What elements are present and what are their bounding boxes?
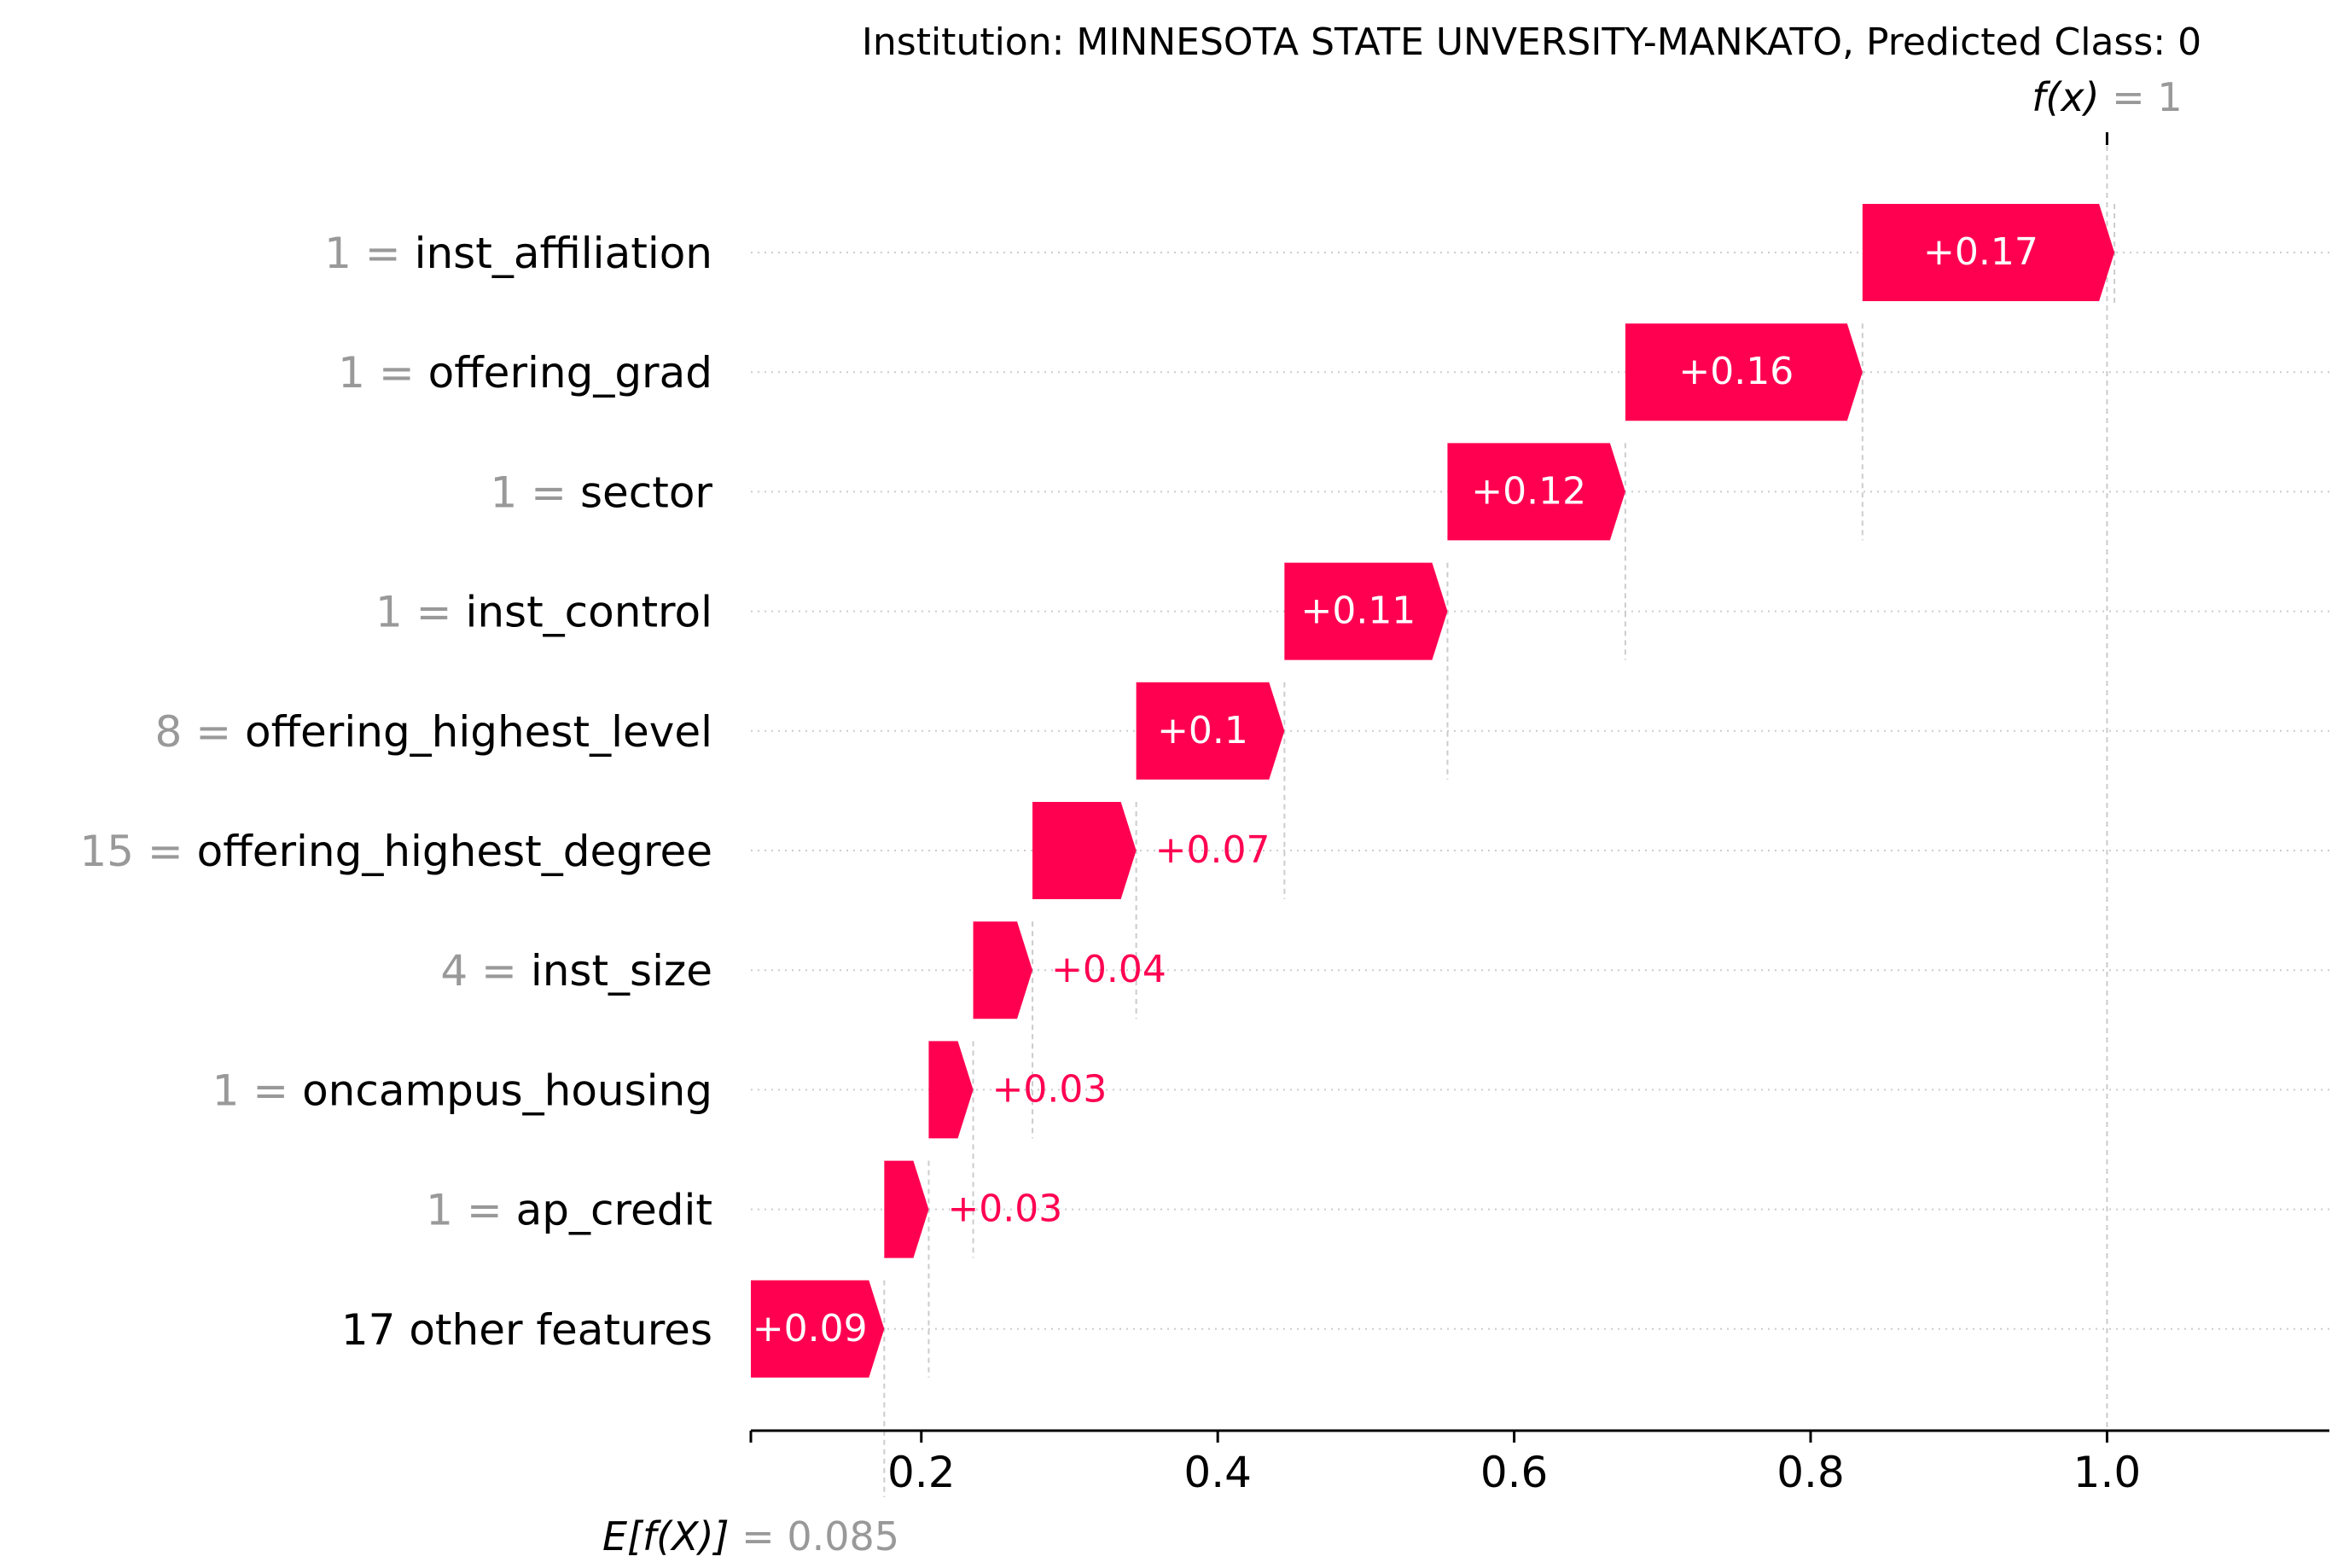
x-tick-label: 0.6: [1480, 1448, 1549, 1497]
feature-name: sector: [580, 467, 712, 517]
bar-value-label: +0.03: [947, 1188, 1062, 1231]
x-tick-label: 1.0: [2073, 1448, 2142, 1497]
bar: [1136, 682, 1285, 780]
feature-name: 17 other features: [341, 1305, 712, 1355]
base-value-text: E[f(X)] = 0.085: [602, 1513, 899, 1559]
base-symbol: E[f(X)]: [602, 1513, 730, 1559]
bar: [884, 1160, 929, 1258]
fx-label: f(x) = 1: [2032, 74, 2182, 120]
feature-label: 1 = inst_affiliation: [324, 229, 712, 278]
feature-value: 1 =: [212, 1066, 303, 1115]
bar: [973, 921, 1033, 1019]
feature-label: 8 = offering_highest_level: [155, 707, 713, 757]
feature-label: 17 other features: [341, 1305, 712, 1355]
x-axis: 0.2 0.4 0.6 0.8 1.0: [749, 1429, 2329, 1497]
fx-symbol: f(x): [2032, 74, 2099, 120]
x-tick-label: 0.4: [1183, 1448, 1252, 1497]
fx-value: = 1: [2100, 74, 2183, 120]
bar: [1625, 323, 1863, 421]
bar-value-label: +0.1: [1157, 709, 1248, 752]
bar-value-label: +0.04: [1051, 948, 1166, 991]
feature-name: inst_control: [465, 588, 712, 637]
bar-value-label: +0.12: [1471, 469, 1586, 513]
fx-value-text: f(x) = 1: [2032, 74, 2182, 120]
base-value: = 0.085: [730, 1513, 899, 1559]
bars-layer: +0.17 +0.16 +0.12 +0.11 +0.1 +0.07 +0.04 +0.03 +…: [751, 132, 2329, 1497]
feature-value: 1 =: [426, 1186, 516, 1235]
feature-label: 1 = ap_credit: [426, 1186, 712, 1235]
bar-value-label: +0.11: [1300, 589, 1416, 633]
feature-name: offering_highest_degree: [197, 827, 712, 876]
bar-value-label: +0.07: [1155, 828, 1270, 872]
feature-name: offering_grad: [428, 348, 712, 398]
feature-label: 15 = offering_highest_degree: [79, 827, 712, 876]
bar: [928, 1041, 974, 1139]
bar-value-label: +0.16: [1678, 350, 1794, 393]
feature-value: 1 =: [490, 467, 580, 517]
bar-value-label: +0.17: [1923, 230, 2038, 274]
feature-name: inst_affiliation: [415, 229, 712, 278]
feature-value: 1 =: [375, 588, 466, 637]
chart-title: Institution: MINNESOTA STATE UNVERSITY-M…: [862, 20, 2201, 64]
bar: [751, 1280, 885, 1378]
x-tick-label: 0.8: [1776, 1448, 1845, 1497]
bar: [1862, 204, 2115, 301]
base-value-label: E[f(X)] = 0.085: [602, 1513, 899, 1559]
feature-name: offering_highest_level: [245, 707, 712, 757]
feature-value: 15 =: [79, 827, 196, 876]
feature-label: 4 = inst_size: [440, 946, 712, 996]
bar-value-label: +0.03: [992, 1067, 1108, 1111]
feature-label: 1 = offering_grad: [338, 348, 712, 398]
feature-label: 1 = sector: [490, 467, 712, 517]
x-tick-label: 0.2: [887, 1448, 956, 1497]
feature-value: 8 =: [155, 707, 246, 757]
feature-value: 1 =: [338, 348, 428, 398]
feature-name: inst_size: [531, 946, 712, 996]
feature-label: 1 = inst_control: [375, 588, 712, 637]
bar: [1284, 562, 1448, 660]
feature-label: 1 = oncampus_housing: [212, 1066, 712, 1115]
feature-name: ap_credit: [516, 1186, 712, 1235]
feature-value: 1 =: [324, 229, 415, 278]
bar: [1447, 443, 1625, 541]
feature-value: 4 =: [440, 946, 531, 996]
bar-value-label: +0.09: [753, 1307, 868, 1350]
bar: [1032, 802, 1137, 899]
feature-name: oncampus_housing: [302, 1066, 712, 1115]
